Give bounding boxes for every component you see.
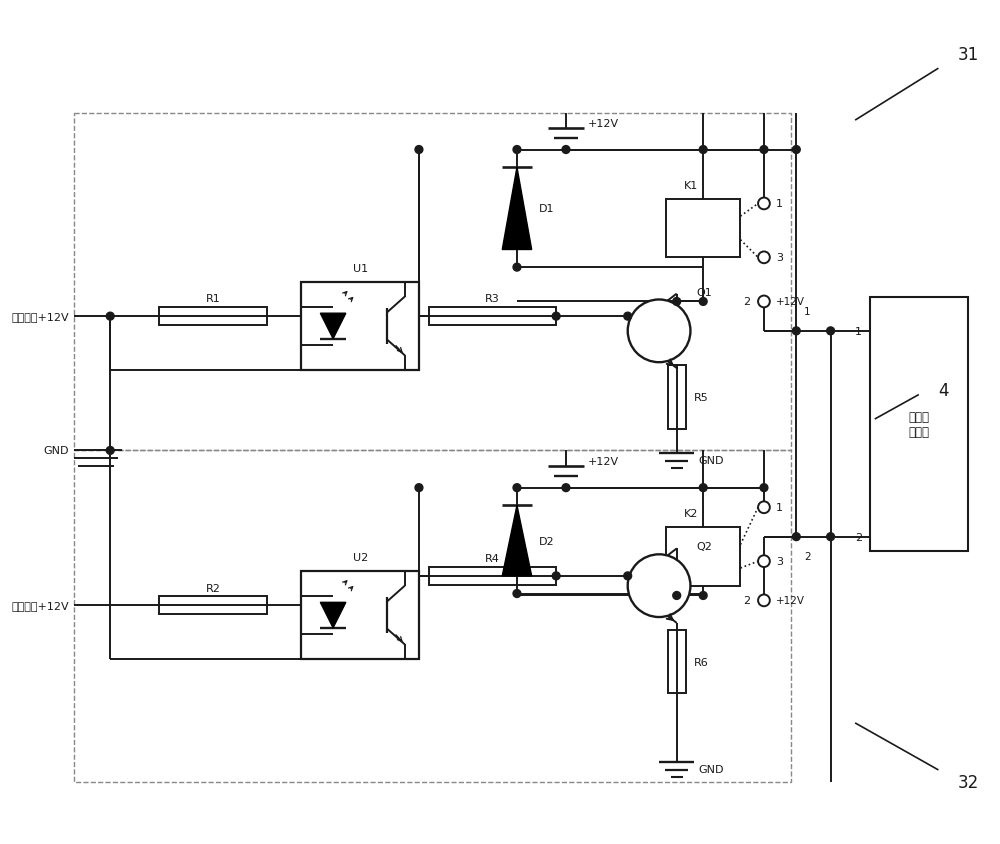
FancyBboxPatch shape <box>159 597 267 614</box>
Text: 2: 2 <box>804 552 811 561</box>
Text: 1: 1 <box>776 199 783 209</box>
Circle shape <box>673 592 681 600</box>
Circle shape <box>699 484 707 492</box>
FancyBboxPatch shape <box>429 567 556 585</box>
Text: +12V: +12V <box>588 457 619 467</box>
Text: GND: GND <box>698 456 724 466</box>
Text: 加热输入+12V: 加热输入+12V <box>11 311 69 322</box>
Text: GND: GND <box>44 446 69 456</box>
Text: K2: K2 <box>684 509 698 518</box>
Text: 1: 1 <box>776 503 783 512</box>
Circle shape <box>758 502 770 513</box>
Circle shape <box>699 146 707 154</box>
Circle shape <box>792 146 800 154</box>
Text: +12V: +12V <box>588 119 619 129</box>
Circle shape <box>827 327 835 335</box>
Circle shape <box>106 313 114 321</box>
Polygon shape <box>502 506 532 576</box>
Text: D1: D1 <box>539 204 554 214</box>
Circle shape <box>673 298 681 306</box>
Text: Q2: Q2 <box>696 542 712 552</box>
Text: K1: K1 <box>684 181 698 191</box>
Text: +12V: +12V <box>776 297 805 307</box>
Circle shape <box>624 572 632 580</box>
Circle shape <box>699 592 707 600</box>
FancyBboxPatch shape <box>301 571 419 659</box>
Circle shape <box>628 300 690 363</box>
Circle shape <box>758 198 770 210</box>
Text: 4: 4 <box>938 381 949 399</box>
Text: R1: R1 <box>206 295 220 304</box>
Circle shape <box>562 146 570 154</box>
Circle shape <box>513 590 521 598</box>
Text: D2: D2 <box>539 536 554 546</box>
FancyBboxPatch shape <box>429 308 556 326</box>
FancyBboxPatch shape <box>666 199 740 258</box>
Circle shape <box>513 484 521 492</box>
Text: 32: 32 <box>958 773 979 791</box>
Text: 半导体
制冷片: 半导体 制冷片 <box>908 410 929 438</box>
Text: 1: 1 <box>855 327 862 337</box>
Text: 2: 2 <box>743 297 750 307</box>
Circle shape <box>628 555 690 617</box>
Text: R5: R5 <box>694 392 709 403</box>
Circle shape <box>758 296 770 308</box>
FancyBboxPatch shape <box>668 630 686 694</box>
Circle shape <box>758 555 770 567</box>
Text: 31: 31 <box>958 46 979 64</box>
Circle shape <box>792 533 800 541</box>
Polygon shape <box>320 314 346 339</box>
Circle shape <box>513 264 521 272</box>
Circle shape <box>699 298 707 306</box>
Text: R6: R6 <box>694 657 709 667</box>
Circle shape <box>106 447 114 455</box>
FancyBboxPatch shape <box>668 365 686 430</box>
Circle shape <box>758 595 770 607</box>
FancyBboxPatch shape <box>301 283 419 371</box>
Text: U2: U2 <box>353 553 368 563</box>
Circle shape <box>792 327 800 335</box>
Circle shape <box>624 313 632 321</box>
Text: 3: 3 <box>776 556 783 566</box>
Polygon shape <box>320 603 346 628</box>
Circle shape <box>552 572 560 580</box>
Text: R2: R2 <box>206 583 221 593</box>
Circle shape <box>552 313 560 321</box>
Text: 制冷输入+12V: 制冷输入+12V <box>11 601 69 610</box>
Text: 1: 1 <box>804 307 811 316</box>
Text: R3: R3 <box>485 295 500 304</box>
FancyBboxPatch shape <box>870 297 968 552</box>
Text: R4: R4 <box>485 554 500 564</box>
Text: 3: 3 <box>776 253 783 263</box>
Circle shape <box>827 533 835 541</box>
Circle shape <box>562 484 570 492</box>
FancyBboxPatch shape <box>159 308 267 326</box>
Polygon shape <box>502 168 532 250</box>
Circle shape <box>513 146 521 154</box>
Text: 2: 2 <box>855 532 862 542</box>
Text: 2: 2 <box>743 596 750 606</box>
Circle shape <box>760 484 768 492</box>
Circle shape <box>415 484 423 492</box>
Text: U1: U1 <box>353 264 368 273</box>
Text: +12V: +12V <box>776 596 805 606</box>
Circle shape <box>415 146 423 154</box>
Text: GND: GND <box>698 764 724 774</box>
Text: Q1: Q1 <box>696 287 712 297</box>
FancyBboxPatch shape <box>666 528 740 586</box>
Circle shape <box>758 252 770 264</box>
Circle shape <box>760 146 768 154</box>
